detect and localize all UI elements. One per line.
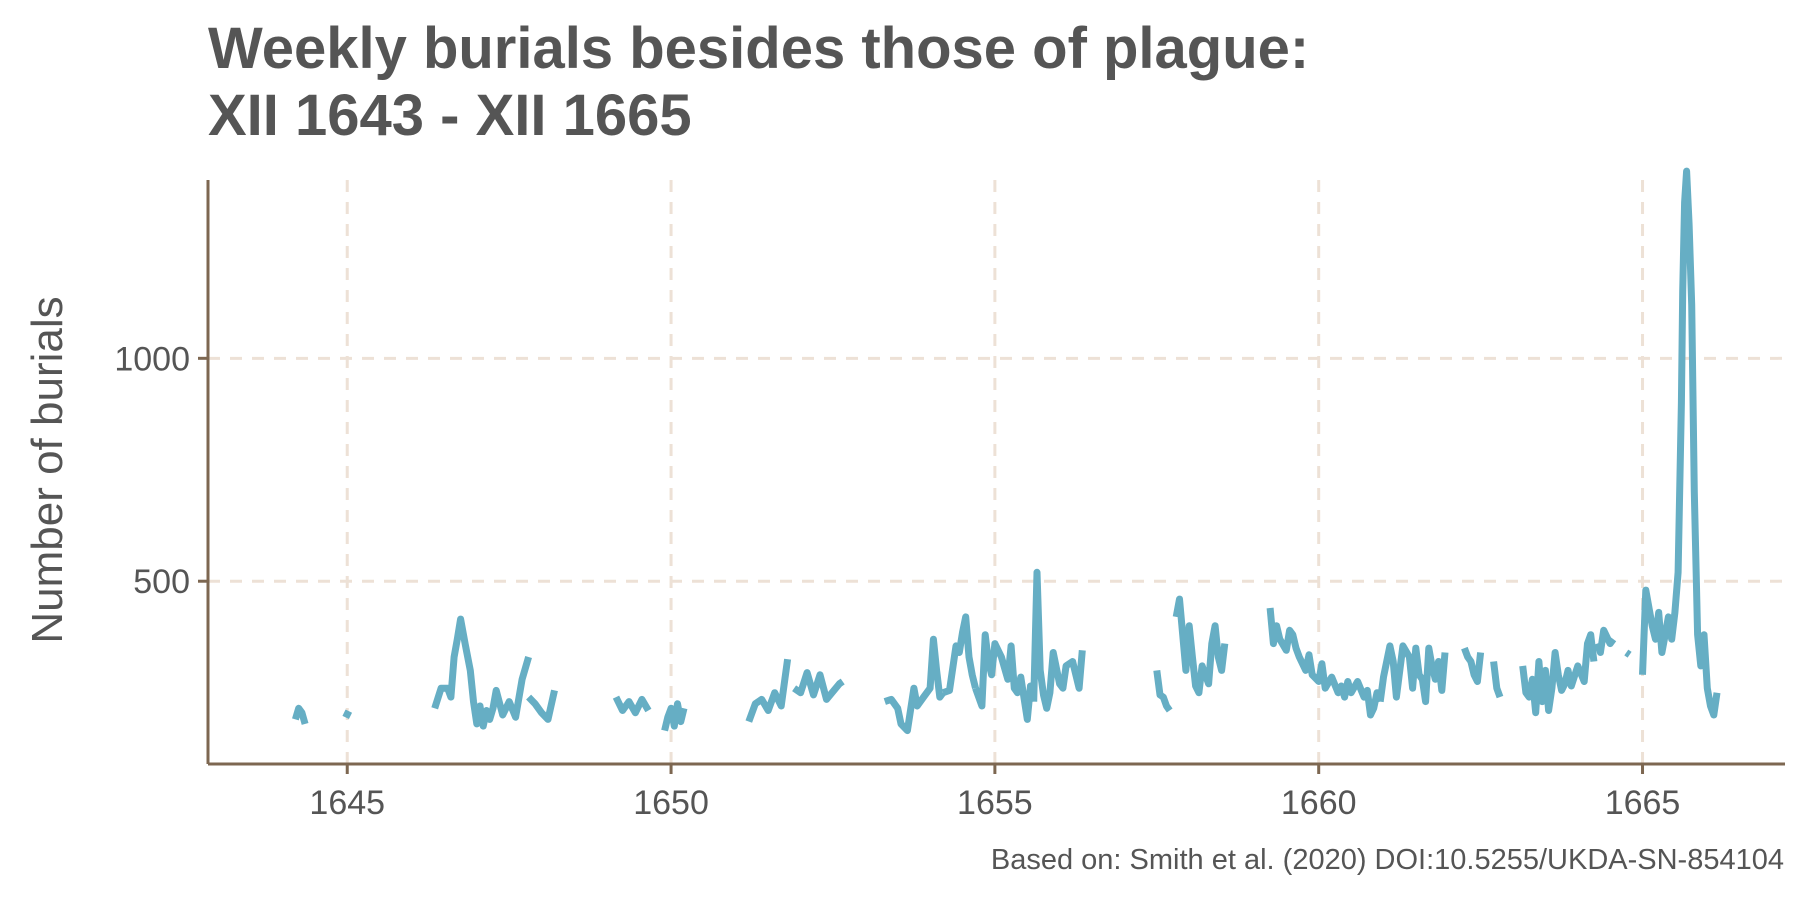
y-tick-label: 500 [133, 563, 190, 601]
x-tick-label: 1655 [957, 784, 1033, 822]
series-line-segment [612, 695, 652, 717]
series-line-segment [972, 631, 1038, 723]
series-line-segment [1490, 661, 1504, 699]
x-tick-label: 1645 [309, 784, 385, 822]
y-tick-label: 1000 [114, 340, 190, 378]
source-caption: Based on: Smith et al. (2020) DOI:10.525… [990, 844, 1784, 876]
series-line-segment [1266, 607, 1384, 719]
series-line-segment [1624, 649, 1632, 658]
series-line-segment [883, 635, 946, 735]
series-line-segment [342, 709, 353, 720]
series-line-segment [1030, 568, 1086, 712]
x-tick-label: 1665 [1605, 784, 1681, 822]
series-line-segment [526, 689, 558, 723]
chart-title-line-2: XII 1643 - XII 1665 [208, 83, 692, 148]
series-line-segment [1172, 595, 1229, 697]
chart-title-line-1: Weekly burials besides those of plague: [208, 16, 1310, 81]
series-line-segment [1461, 646, 1485, 685]
series-line-segment [1639, 167, 1721, 719]
x-tick-label: 1650 [633, 784, 709, 822]
series-line-segment [941, 613, 979, 696]
series-line-segment [292, 704, 309, 725]
x-tick-label: 1660 [1281, 784, 1357, 822]
series-line-segment [1593, 626, 1617, 656]
series-line-segment [431, 615, 532, 730]
series-line-segment [745, 658, 792, 723]
series-line-segment [792, 669, 845, 703]
series-line-segment [1519, 631, 1598, 717]
series-layer [292, 167, 1721, 735]
series-line-segment [1153, 669, 1173, 713]
axis-layer: 1645 1650 1655 1660 1665 500 1000 [114, 180, 1785, 822]
series-line-segment [661, 700, 688, 732]
series-line-segment [1376, 642, 1449, 706]
